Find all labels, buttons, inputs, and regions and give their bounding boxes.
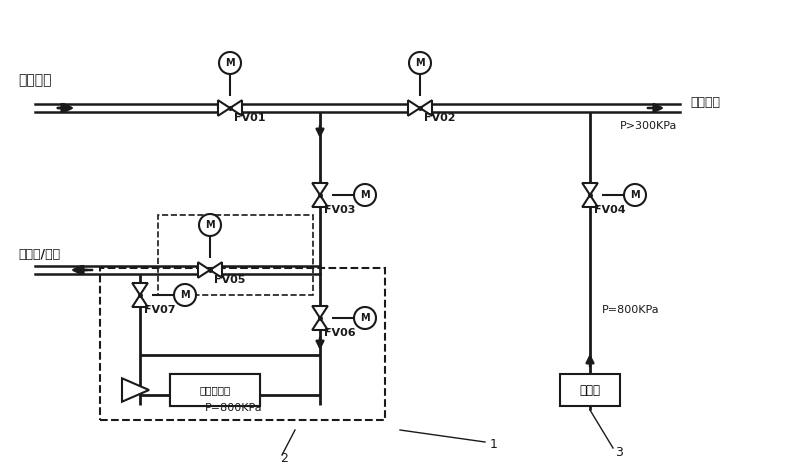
Polygon shape: [312, 318, 328, 330]
Polygon shape: [132, 295, 148, 307]
Polygon shape: [582, 183, 598, 195]
Bar: [170, 374, 260, 406]
Bar: [158, 215, 313, 295]
Text: FV06: FV06: [324, 328, 356, 338]
Text: 喷料泵: 喷料泵: [579, 383, 601, 396]
Text: 3: 3: [615, 447, 623, 460]
Circle shape: [219, 52, 241, 74]
Text: M: M: [360, 190, 370, 200]
Text: FV03: FV03: [324, 205, 355, 215]
Text: 陶瓷消能板: 陶瓷消能板: [199, 385, 230, 395]
Bar: [170, 374, 260, 406]
Bar: [560, 374, 620, 406]
Polygon shape: [210, 262, 222, 278]
Text: P>300KPa: P>300KPa: [620, 121, 678, 131]
Text: 2: 2: [280, 452, 288, 464]
Circle shape: [354, 184, 376, 206]
Text: 1: 1: [490, 438, 498, 452]
Polygon shape: [312, 195, 328, 207]
Polygon shape: [312, 306, 328, 318]
Circle shape: [409, 52, 431, 74]
Polygon shape: [218, 100, 230, 116]
Text: FV05: FV05: [214, 275, 246, 285]
Polygon shape: [420, 100, 432, 116]
Polygon shape: [408, 100, 420, 116]
Text: P=800KPa: P=800KPa: [602, 305, 660, 315]
Text: M: M: [180, 290, 190, 300]
Text: 主泵入口: 主泵入口: [690, 96, 720, 110]
Text: FV02: FV02: [424, 113, 455, 123]
Circle shape: [624, 184, 646, 206]
Polygon shape: [230, 100, 242, 116]
Text: FV07: FV07: [144, 305, 175, 315]
Text: M: M: [205, 220, 215, 230]
Text: M: M: [415, 58, 425, 68]
Circle shape: [174, 284, 196, 306]
Text: 搅拌槽/水池: 搅拌槽/水池: [18, 248, 60, 261]
Text: 前级泵站: 前级泵站: [18, 73, 51, 87]
Polygon shape: [122, 378, 149, 402]
Text: M: M: [225, 58, 235, 68]
Polygon shape: [582, 195, 598, 207]
Polygon shape: [198, 262, 210, 278]
Text: M: M: [630, 190, 640, 200]
Circle shape: [354, 307, 376, 329]
Text: FV04: FV04: [594, 205, 626, 215]
Text: FV01: FV01: [234, 113, 266, 123]
Polygon shape: [312, 183, 328, 195]
Bar: [100, 268, 385, 420]
Circle shape: [199, 214, 221, 236]
Text: M: M: [360, 313, 370, 323]
Polygon shape: [132, 283, 148, 295]
Text: P=800KPa: P=800KPa: [205, 403, 262, 413]
